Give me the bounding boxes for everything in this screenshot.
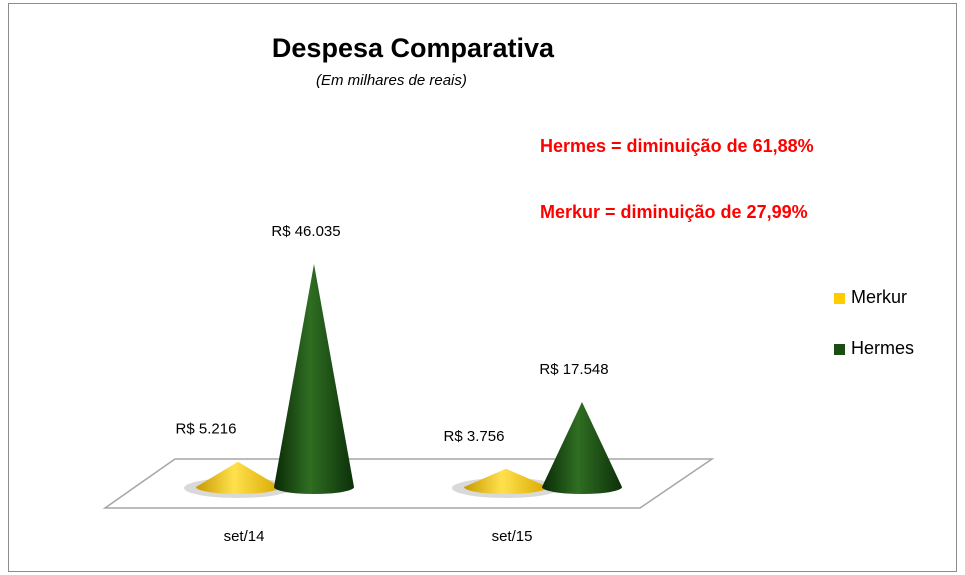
legend-swatch xyxy=(834,344,845,355)
cone xyxy=(274,264,354,494)
chart-title: Despesa Comparativa xyxy=(272,33,555,63)
legend-swatch xyxy=(834,293,845,304)
cone xyxy=(196,461,280,494)
data-label: R$ 46.035 xyxy=(271,223,340,240)
cone xyxy=(542,401,622,494)
annotation: Merkur = diminuição de 27,99% xyxy=(540,202,808,222)
x-tick-label: set/14 xyxy=(224,528,265,545)
data-label: R$ 3.756 xyxy=(444,428,505,445)
annotation: Hermes = diminuição de 61,88% xyxy=(540,136,814,156)
data-label: R$ 17.548 xyxy=(539,361,608,378)
cone xyxy=(464,468,548,494)
x-tick-label: set/15 xyxy=(492,528,533,545)
chart-subtitle: (Em milhares de reais) xyxy=(316,72,467,89)
legend-label: Merkur xyxy=(851,287,907,307)
data-label: R$ 5.216 xyxy=(176,421,237,438)
legend-label: Hermes xyxy=(851,338,914,358)
